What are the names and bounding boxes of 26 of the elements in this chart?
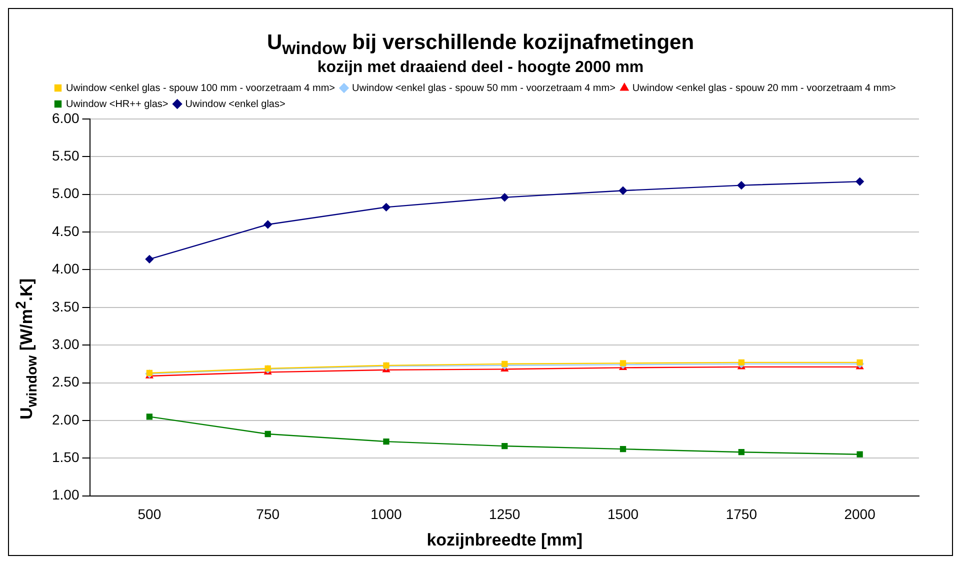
x-tick-label: 2000 <box>844 506 876 522</box>
legend-label: Uwindow <enkel glas - spouw 20 mm - voorzetraam 4 mm> <box>632 82 896 94</box>
y-tick-label: 1.00 <box>52 486 80 503</box>
x-axis-title: kozijnbreedte [mm] <box>426 530 583 550</box>
y-tick-label: 5.00 <box>52 185 80 202</box>
y-tick-label: 2.50 <box>52 374 80 390</box>
chart-subtitle: kozijn met draaiend deel - hoogte 2000 mm <box>316 59 645 78</box>
x-tick-label: 1000 <box>370 506 402 522</box>
x-tick-label: 1250 <box>489 506 520 522</box>
y-tick-label: 3.50 <box>52 298 80 314</box>
x-tick-label: 500 <box>138 506 162 522</box>
x-tick-label: 1500 <box>607 506 639 522</box>
x-tick-label: 750 <box>256 506 280 522</box>
y-tick-label: 6.00 <box>52 110 80 126</box>
legend-label: Uwindow <enkel glas> <box>185 98 286 110</box>
legend-label: Uwindow <enkel glas - spouw 50 mm - voorzetraam 4 mm> <box>352 82 616 94</box>
y-tick-label: 3.00 <box>52 336 80 352</box>
legend-label: Uwindow <enkel glas - spouw 100 mm - voorzetraam 4 mm> <box>66 82 336 94</box>
chart-title: U$_{window}$ bij verschillende kozijnafmetingen <box>266 31 696 60</box>
y-tick-label: 5.50 <box>52 148 80 164</box>
x-tick-label: 1750 <box>726 506 758 522</box>
y-tick-label: 4.50 <box>52 223 80 240</box>
legend-label: Uwindow <HR++ glas> <box>66 98 168 110</box>
y-tick-label: 2.00 <box>52 411 80 428</box>
y-tick-label: 1.50 <box>52 449 80 466</box>
y-tick-label: 4.00 <box>52 260 80 277</box>
